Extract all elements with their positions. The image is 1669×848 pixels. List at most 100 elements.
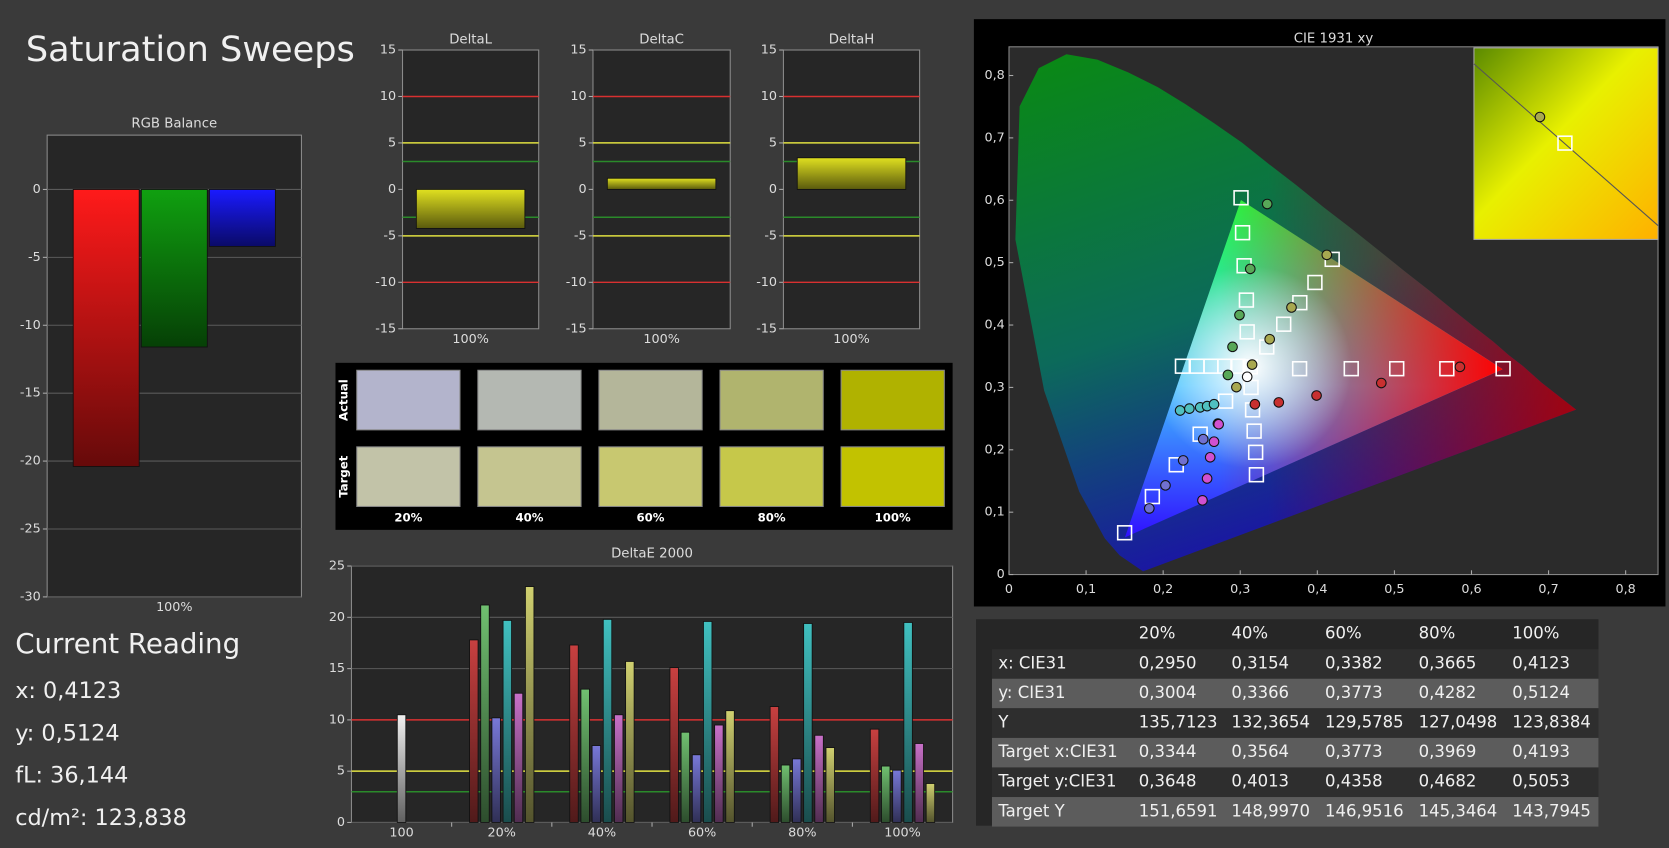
measured-point: [1311, 390, 1322, 401]
table-cell: 0,3969: [1419, 742, 1477, 761]
y-tick-label: 0,1: [984, 505, 1004, 520]
table-cell: 0,4282: [1419, 683, 1477, 702]
table-header: 80%: [1419, 624, 1456, 643]
bar: [602, 618, 613, 823]
y-tick-label: 0,8: [984, 68, 1004, 83]
bar: [680, 731, 691, 823]
table-cell: 0,3382: [1325, 653, 1383, 672]
y-tick-label: 15: [329, 661, 345, 676]
table-cell: 0,3773: [1325, 742, 1383, 761]
y-tick-label: 0,7: [984, 130, 1004, 145]
x-tick-label: 0,3: [1230, 582, 1250, 597]
chart-title: DeltaH: [829, 32, 874, 47]
table-row-label: Target x:CIE31: [997, 742, 1117, 761]
table-row: [991, 737, 1599, 768]
swatch: [840, 446, 945, 507]
bar: [869, 728, 880, 823]
bar: [502, 619, 513, 823]
measured-point: [1208, 436, 1220, 448]
table-row-label: x: CIE31: [998, 653, 1066, 672]
measured-point: [1197, 495, 1208, 506]
bar: [881, 765, 891, 823]
table-row-label: Y: [997, 713, 1009, 732]
y-tick-label: -30: [20, 589, 41, 604]
bar: [208, 189, 276, 247]
y-tick-label: 15: [761, 43, 777, 58]
x-tick-label: 0,8: [1616, 582, 1636, 597]
bar: [925, 783, 936, 823]
bar: [903, 622, 913, 823]
y-tick-label: 0,4: [984, 318, 1004, 333]
measured-point: [1264, 333, 1276, 345]
measured-point: [1201, 473, 1213, 484]
target-point: [1233, 190, 1249, 206]
swatch-column-label: 80%: [758, 511, 786, 525]
bar: [480, 604, 490, 823]
bar: [669, 667, 679, 823]
y-tick-label: -15: [756, 321, 777, 336]
chart-title: DeltaE 2000: [611, 546, 693, 561]
y-tick-label: 10: [570, 89, 586, 104]
target-point: [1217, 393, 1234, 409]
y-tick-label: 0,2: [984, 442, 1004, 457]
table-cell: 0,4682: [1419, 772, 1477, 791]
y-tick-label: 0: [997, 567, 1005, 582]
measured-point: [1184, 403, 1195, 414]
bar: [415, 188, 526, 229]
page-title: Saturation Sweeps: [26, 29, 355, 70]
swatch-row-label: Target: [337, 455, 351, 497]
measured-point: [1244, 263, 1256, 275]
x-tick-label: 0,7: [1538, 582, 1558, 597]
swatch: [598, 369, 703, 431]
y-tick-label: 10: [329, 712, 345, 727]
bar: [606, 177, 717, 190]
bar: [491, 717, 501, 823]
y-tick-label: 10: [761, 89, 777, 104]
bar: [796, 157, 907, 190]
table-cell: 0,3004: [1139, 683, 1197, 702]
x-tick-label: 0,2: [1153, 582, 1173, 597]
target-point: [1495, 360, 1511, 377]
chart-title: DeltaC: [639, 32, 684, 47]
bar: [803, 623, 813, 823]
table-cell: 0,4123: [1512, 653, 1570, 672]
target-point: [1174, 358, 1191, 374]
swatch: [477, 446, 582, 507]
table-cell: 0,3366: [1231, 683, 1289, 702]
y-tick-label: -20: [20, 454, 41, 469]
current-reading-line: fL: 36,144: [15, 763, 128, 789]
target-point: [1276, 316, 1292, 332]
x-tick-label: 20%: [488, 826, 516, 841]
x-tick-label: 100%: [833, 332, 869, 347]
zoom-inset: [1473, 47, 1659, 240]
measured-point: [1454, 361, 1466, 373]
measured-point: [1213, 418, 1224, 430]
table-cell: 127,0498: [1419, 713, 1498, 732]
measured-point: [1204, 451, 1216, 463]
table-cell: 135,7123: [1139, 713, 1218, 732]
target-point: [1234, 224, 1251, 241]
table-cell: 0,4358: [1325, 772, 1383, 791]
measured-point: [1197, 433, 1209, 445]
swatch-column-label: 60%: [637, 511, 665, 525]
table-cell: 0,5053: [1512, 772, 1570, 791]
measured-point: [1174, 405, 1186, 416]
inset-target: [1557, 135, 1573, 151]
y-tick-label: -5: [764, 228, 777, 243]
y-tick-label: -5: [383, 228, 396, 243]
y-tick-label: 0: [769, 182, 777, 197]
current-reading-line: cd/m²: 123,838: [15, 805, 187, 831]
bar: [140, 189, 208, 348]
swatch: [598, 446, 703, 507]
bar: [769, 706, 780, 823]
bar: [396, 714, 407, 823]
table-row-label: y: CIE31: [998, 683, 1065, 702]
target-point: [1247, 444, 1264, 461]
target-point: [1230, 358, 1246, 374]
measured-point: [1286, 302, 1297, 313]
swatch: [356, 446, 461, 507]
y-tick-label: 25: [329, 559, 345, 574]
x-tick-label: 0,6: [1461, 582, 1481, 597]
y-tick-label: -15: [20, 386, 41, 401]
table-cell: 129,5785: [1325, 713, 1404, 732]
